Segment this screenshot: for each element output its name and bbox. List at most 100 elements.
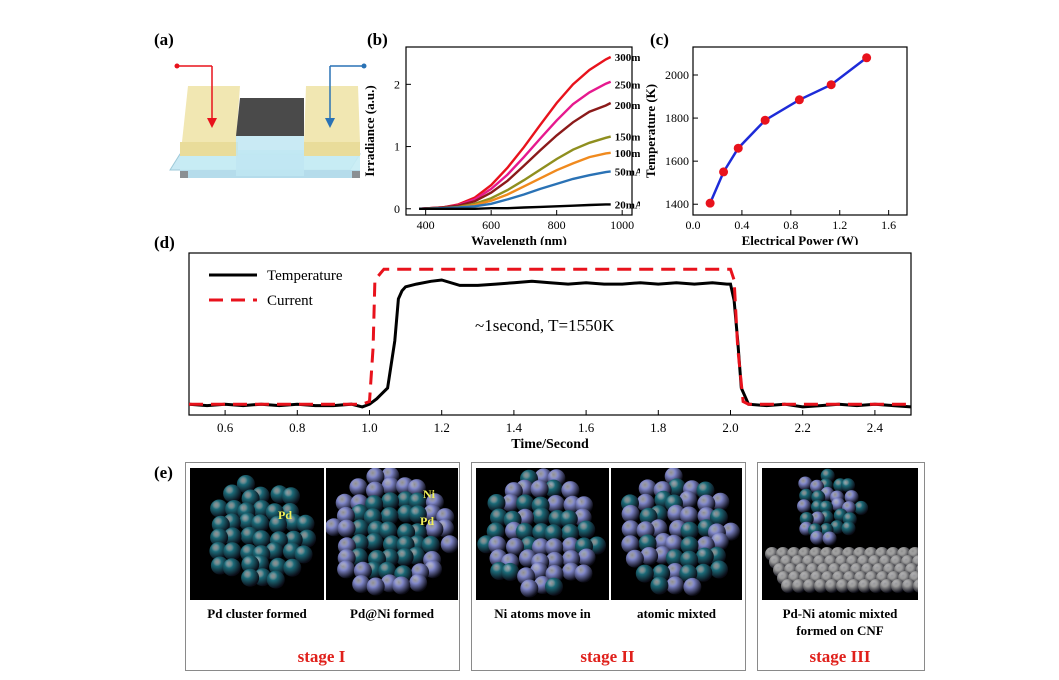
pd-atom [269, 515, 287, 534]
ni-atom [621, 520, 640, 539]
pd-atom [532, 507, 551, 526]
pd-atom [515, 522, 534, 541]
ni-atom [440, 535, 458, 554]
x-tick-label: 1.0 [361, 420, 377, 435]
stage-3-label: stage III [809, 647, 871, 666]
ni-atom [822, 531, 837, 546]
x-tick-label: 0.6 [217, 420, 234, 435]
ni-atom [353, 561, 372, 580]
pd-atom [251, 514, 270, 533]
substrate-left-edge [180, 171, 188, 178]
pd-atom [680, 521, 699, 540]
pd-atom [487, 494, 506, 512]
ni-atom [683, 577, 702, 596]
x-axis-label: Electrical Power (W) [742, 233, 859, 245]
x-tick-label: 2.0 [722, 420, 738, 435]
carbon-atom [792, 579, 806, 593]
series-line-100mA [419, 151, 611, 210]
pd-atom [696, 481, 715, 500]
x-tick-label: 1000 [610, 218, 634, 232]
substrate-right-edge [352, 171, 360, 178]
pd-atom [283, 558, 302, 577]
pd-atom [223, 484, 242, 503]
ni-atom [680, 506, 698, 525]
pd-atom [680, 550, 699, 569]
pd-atom [294, 545, 313, 564]
carbon-atom [869, 579, 883, 593]
ni-atom [545, 551, 564, 570]
pd-atom [577, 520, 596, 539]
pd-atom [819, 500, 834, 515]
caption-ni-move-in: Ni atoms move in [494, 606, 591, 621]
ni-atom [625, 549, 644, 568]
series-line-200mA [419, 101, 612, 210]
pd-atom [395, 548, 414, 567]
pd-atom [421, 535, 440, 554]
panel-label-c: (c) [650, 30, 669, 49]
ni-atom [798, 476, 813, 491]
ni-atom [844, 490, 859, 505]
x-tick-label: 0.0 [686, 218, 701, 232]
ni-atom [810, 479, 824, 494]
ni-atom [530, 480, 549, 498]
data-point [794, 95, 804, 105]
pd-atom [223, 527, 242, 546]
pd-atom [695, 547, 714, 566]
data-point [826, 80, 836, 90]
ni-atom [337, 560, 356, 579]
pd-atom [544, 479, 563, 498]
pd-atom [408, 492, 427, 511]
voltage-wire-terminal [361, 63, 367, 69]
ni-atom [349, 478, 368, 497]
ni-atom [409, 573, 428, 592]
carbon-atom [891, 579, 905, 593]
carbon-atom [902, 579, 916, 593]
carbon-atom [814, 579, 828, 593]
ni-atom [366, 481, 384, 500]
ni-atom [711, 492, 730, 511]
series-label-200mA: 200mA [615, 100, 640, 112]
pd-atom [516, 494, 535, 513]
caption-pd-at-ni: Pd@Ni formed [350, 606, 434, 621]
sim-pd-cluster [190, 468, 324, 600]
pd-atom [365, 532, 384, 551]
ni-atom [545, 565, 564, 583]
ni-atom [710, 532, 729, 551]
pd-atom [210, 528, 229, 547]
pd-atom [298, 529, 317, 548]
ni-atom [335, 493, 354, 512]
ni-atom [810, 530, 825, 545]
carbon-atom [836, 579, 850, 593]
current-wire-terminal [174, 63, 180, 69]
series-line-20mA [419, 203, 611, 210]
pd-atom [680, 536, 699, 555]
ni-atom [488, 536, 507, 555]
x-tick-label: 400 [417, 218, 435, 232]
data-point [705, 198, 715, 208]
ni-atom [666, 563, 685, 581]
x-tick-label: 0.8 [289, 420, 305, 435]
x-tick-label: 2.4 [867, 420, 884, 435]
x-tick-label: 0.4 [734, 218, 749, 232]
caption-pd-cluster: Pd cluster formed [207, 606, 307, 621]
voltage-arrow-head [325, 118, 335, 128]
pd-atom [282, 487, 300, 506]
left-electrode-front [180, 142, 238, 156]
data-point [733, 143, 743, 153]
ni-atom [621, 535, 640, 554]
ni-atom [506, 537, 524, 556]
pd-atom [222, 558, 241, 577]
x-axis-label: Wavelength (nm) [471, 233, 567, 245]
pd-atom [559, 510, 578, 529]
ni-atom [520, 579, 539, 598]
pd-atom [351, 519, 369, 538]
carbon-atom [913, 579, 918, 593]
pd-atom [408, 505, 427, 524]
pd-atom [799, 512, 814, 526]
ni-atom [366, 577, 385, 596]
ni-atom [407, 479, 426, 498]
pd-atom [382, 535, 401, 554]
sim-on-cnf [762, 468, 918, 600]
x-tick-label: 1.6 [881, 218, 896, 232]
series-label-250mA: 250mA [615, 79, 640, 91]
